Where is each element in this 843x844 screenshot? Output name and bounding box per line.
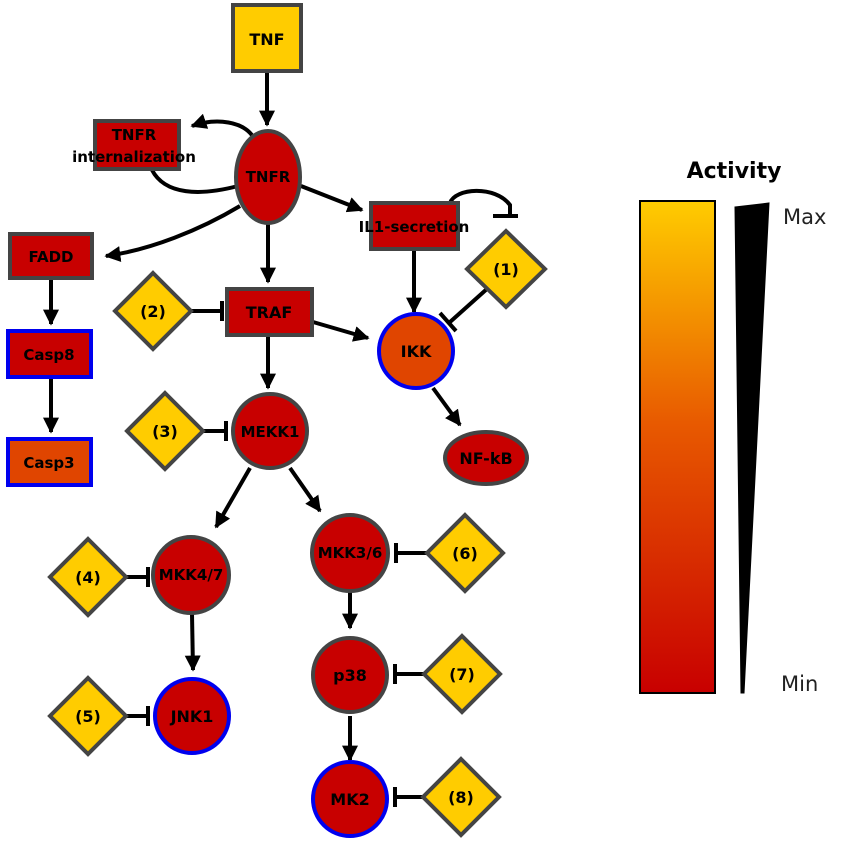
node-casp3[interactable]: Casp3 bbox=[6, 437, 93, 487]
node-fadd[interactable]: FADD bbox=[8, 232, 94, 280]
node-ikk[interactable]: IKK bbox=[377, 312, 455, 390]
node-nfkb[interactable]: NF-kB bbox=[443, 430, 529, 486]
activity-wedge-scale bbox=[734, 202, 770, 694]
node-mkk47-label: MKK4/7 bbox=[159, 566, 224, 584]
inhibitor-6-label: (6) bbox=[452, 544, 478, 563]
node-il1-secretion[interactable]: IL1-secretion bbox=[359, 201, 470, 251]
edge-tnfr-il1 bbox=[300, 184, 364, 213]
node-casp3-label: Casp3 bbox=[23, 454, 74, 472]
node-il1-secretion-label: IL1-secretion bbox=[359, 218, 470, 236]
edge-tnfr-fadd bbox=[104, 204, 242, 262]
node-tnfr[interactable]: TNFR bbox=[234, 129, 302, 225]
node-tnf[interactable]: TNF bbox=[231, 3, 303, 73]
node-nfkb-label: NF-kB bbox=[459, 449, 512, 468]
edge-inh1-ikk bbox=[448, 286, 490, 324]
inhibitor-5-label: (5) bbox=[75, 707, 101, 726]
inhibitor-4[interactable]: (4) bbox=[47, 536, 129, 618]
inhibitor-8[interactable]: (8) bbox=[420, 756, 502, 838]
node-tnfr-internalization-label-1: TNFR bbox=[112, 126, 157, 144]
inhibitor-1[interactable]: (1) bbox=[464, 228, 548, 310]
edges bbox=[43, 72, 518, 807]
edge-ikk-nfkb bbox=[431, 386, 462, 427]
node-mkk47[interactable]: MKK4/7 bbox=[151, 535, 231, 615]
node-mk2-label: MK2 bbox=[330, 790, 369, 809]
edge-mkk47-jnk1 bbox=[184, 613, 201, 672]
node-traf[interactable]: TRAF bbox=[225, 287, 314, 337]
activity-color-scale bbox=[639, 200, 716, 694]
inhibitor-7[interactable]: (7) bbox=[421, 633, 503, 715]
edge-internalization-inhibits-tnfr bbox=[150, 168, 239, 194]
node-traf-label: TRAF bbox=[246, 303, 293, 322]
node-casp8[interactable]: Casp8 bbox=[6, 329, 93, 379]
legend-max-label: Max bbox=[783, 205, 826, 229]
node-mekk1[interactable]: MEKK1 bbox=[231, 392, 309, 470]
legend-title: Activity bbox=[687, 159, 782, 184]
edge-traf-ikk bbox=[312, 320, 370, 342]
node-jnk1[interactable]: JNK1 bbox=[153, 677, 231, 755]
edge-inh1-tbar bbox=[438, 311, 458, 333]
node-casp8-label: Casp8 bbox=[23, 346, 74, 364]
inhibitor-2[interactable]: (2) bbox=[112, 270, 194, 352]
node-p38[interactable]: p38 bbox=[311, 636, 389, 714]
node-p38-label: p38 bbox=[333, 666, 367, 685]
node-mk2[interactable]: MK2 bbox=[311, 760, 389, 838]
node-fadd-label: FADD bbox=[28, 248, 73, 266]
inhibitor-1-label: (1) bbox=[493, 260, 519, 279]
node-mekk1-label: MEKK1 bbox=[241, 423, 300, 441]
activity-legend: Activity Max Min bbox=[639, 159, 826, 696]
inhibitor-5[interactable]: (5) bbox=[47, 675, 129, 757]
edge-tnfr-internalization bbox=[190, 113, 257, 142]
legend-min-label: Min bbox=[781, 672, 818, 696]
inhibitor-8-label: (8) bbox=[448, 788, 474, 807]
edge-mekk1-mkk47 bbox=[214, 467, 252, 529]
node-mkk36-label: MKK3/6 bbox=[318, 544, 383, 562]
edge-il1-self-inhibit bbox=[448, 188, 512, 215]
inhibitor-3[interactable]: (3) bbox=[124, 390, 206, 472]
inhibitor-2-label: (2) bbox=[140, 302, 166, 321]
node-tnfr-label: TNFR bbox=[246, 168, 291, 186]
node-jnk1-label: JNK1 bbox=[170, 707, 214, 726]
node-tnf-label: TNF bbox=[249, 30, 284, 49]
node-tnfr-internalization-label-2: internalization bbox=[72, 148, 196, 166]
inhibitor-6[interactable]: (6) bbox=[424, 512, 506, 594]
inhibitor-7-label: (7) bbox=[449, 665, 475, 684]
node-ikk-label: IKK bbox=[401, 342, 432, 361]
edge-mekk1-mkk36 bbox=[288, 466, 322, 513]
inhibitor-4-label: (4) bbox=[75, 568, 101, 587]
node-tnfr-internalization[interactable]: TNFR internalization bbox=[72, 119, 196, 171]
inhibitor-3-label: (3) bbox=[152, 422, 178, 441]
node-mkk36[interactable]: MKK3/6 bbox=[310, 513, 390, 593]
